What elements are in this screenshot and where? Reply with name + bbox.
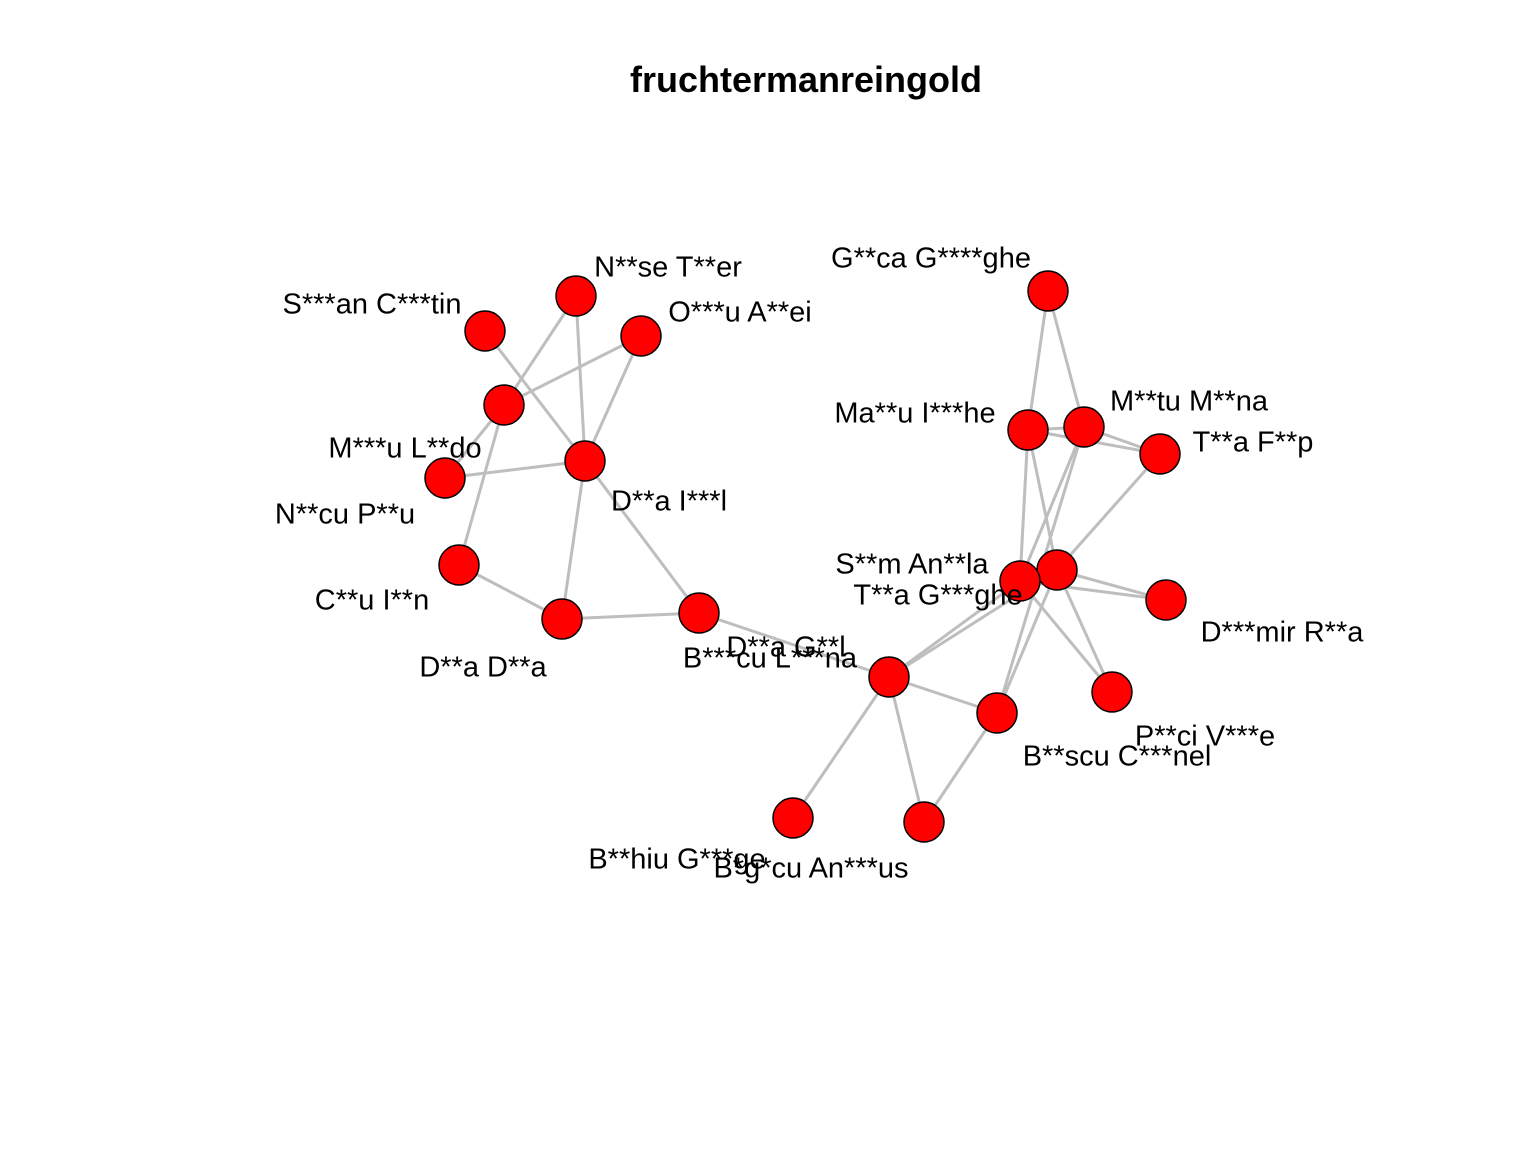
node-layer [424, 270, 1187, 843]
edge-sc-di [483, 330, 587, 462]
edge-gg-mm [1046, 290, 1086, 428]
edge-oa-di [583, 335, 643, 462]
node-label-dd: D**a D**a [419, 652, 547, 684]
node-bl [868, 656, 910, 698]
node-label-sa: S**m An**la [835, 549, 989, 581]
node-label-bc: B**scu C***nel [1023, 741, 1212, 773]
edge-ba-bc [922, 712, 999, 823]
node-ml [483, 384, 525, 426]
node-label-tg: T**a G***ghe [853, 580, 1022, 612]
node-bc [976, 692, 1018, 734]
edge-bl-ba [887, 676, 926, 823]
node-sc [464, 310, 506, 352]
node-label-bg: B**hiu G***ge [588, 844, 765, 876]
node-label-mm: M**tu M**na [1110, 386, 1269, 418]
edge-mm-tg [1018, 426, 1086, 582]
edge-di-dg [583, 460, 701, 614]
edge-oa-ml [503, 334, 642, 407]
node-nt [555, 275, 597, 317]
node-dr [1145, 579, 1187, 621]
node-mi [1007, 409, 1049, 451]
edge-mi-tg [1018, 429, 1030, 582]
node-label-ml: M***u L**do [328, 433, 481, 465]
node-label-ci: C**u I**n [315, 585, 429, 617]
edge-gg-mi [1026, 290, 1050, 431]
edge-bl-bg [791, 676, 891, 819]
edge-sa-pv [1055, 569, 1114, 693]
node-label-oa: O***u A**ei [668, 297, 812, 329]
edge-di-dd [560, 460, 587, 620]
node-ba [903, 801, 945, 843]
node-mm [1063, 406, 1105, 448]
node-np [424, 457, 466, 499]
node-label-sc: S***an C***tin [283, 289, 462, 321]
node-tg [999, 560, 1041, 602]
node-label-ba: B*g*cu An***us [713, 853, 908, 885]
node-tf [1139, 433, 1181, 475]
edge-dd-dg [561, 611, 700, 621]
label-layer: S***an C***tin N**se T**er O***u A**ei M***… [275, 243, 1364, 885]
edge-bc-sa [995, 569, 1059, 714]
edge-tf-sa [1055, 453, 1162, 571]
node-label-pv: P**ci V***e [1135, 721, 1275, 753]
node-dg [678, 592, 720, 634]
node-label-tf: T**a F**p [1193, 427, 1314, 459]
node-label-np: N**cu P**u [275, 499, 415, 531]
node-gg [1027, 270, 1069, 312]
node-pv [1091, 671, 1133, 713]
node-oa [620, 315, 662, 357]
edge-ml-ci [457, 404, 506, 566]
edge-np-di [444, 459, 586, 480]
node-label-di: D**a I***l [611, 486, 727, 518]
node-bg [772, 797, 814, 839]
node-label-nt: N**se T**er [594, 252, 742, 284]
node-ci [438, 544, 480, 586]
node-dd [541, 598, 583, 640]
edge-nt-ml [502, 295, 578, 406]
node-label-gg: G**ca G****ghe [831, 243, 1031, 275]
edge-mi-sa [1026, 429, 1059, 571]
node-label-mi: Ma**u I***he [834, 398, 995, 430]
edge-tg-pv [1018, 580, 1114, 693]
node-label-bl: B***cu L***na [683, 643, 858, 675]
node-sa [1036, 549, 1078, 591]
edge-nt-di [574, 295, 587, 462]
node-di [564, 440, 606, 482]
edge-dg-bl [698, 611, 890, 679]
edge-bl-tg [888, 579, 1021, 679]
node-label-dr: D***mir R**a [1201, 617, 1365, 649]
graph-title: fruchtermanreingold [630, 59, 982, 100]
node-label-dg: D**a G**l [726, 632, 845, 664]
